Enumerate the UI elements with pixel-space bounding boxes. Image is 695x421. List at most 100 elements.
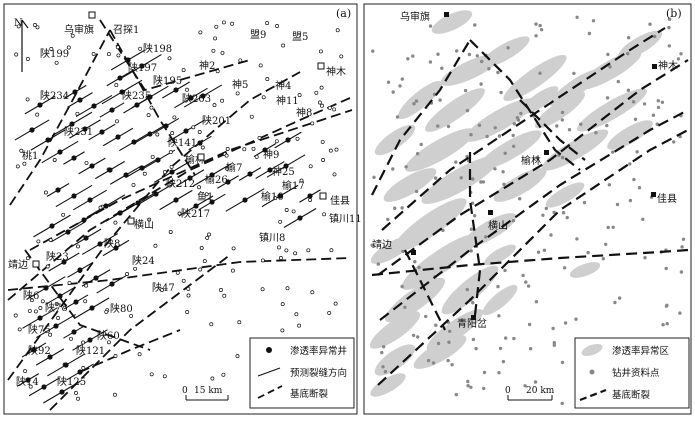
anomaly-zone — [578, 50, 642, 90]
well-label: 神2 — [199, 59, 215, 72]
drill-point — [372, 175, 376, 179]
fault-line-b — [519, 99, 586, 161]
ordinary-well — [75, 111, 80, 116]
drill-point — [441, 228, 445, 233]
drill-point — [664, 266, 668, 271]
ordinary-well — [69, 336, 73, 341]
anomaly-zone — [535, 91, 585, 129]
legend-anomaly-symbol — [581, 343, 603, 357]
anomaly-well — [89, 305, 95, 311]
legend-fault-symbol-b — [579, 388, 607, 402]
drill-point — [496, 70, 500, 75]
drill-point — [562, 266, 567, 270]
drill-point — [448, 329, 452, 333]
anomaly-well — [242, 197, 248, 203]
drill-point — [400, 284, 404, 289]
drill-point — [481, 180, 486, 184]
drill-point — [615, 202, 620, 207]
anomaly-zone — [431, 10, 473, 34]
drill-point — [482, 386, 486, 391]
drill-points — [370, 15, 686, 406]
drill-point — [534, 22, 538, 26]
drill-point — [414, 99, 419, 103]
ordinary-well — [284, 208, 289, 212]
drill-point — [544, 206, 548, 211]
ordinary-well — [317, 100, 322, 105]
anomaly-well — [87, 337, 93, 343]
ordinary-well — [257, 135, 262, 140]
drill-point — [626, 88, 631, 93]
north-arrow: N — [14, 18, 29, 72]
ordinary-well — [186, 286, 191, 291]
drill-point — [528, 347, 533, 351]
anomaly-well — [97, 241, 103, 247]
ordinary-well — [137, 352, 142, 357]
ordinary-well — [27, 308, 32, 313]
drill-point — [450, 363, 454, 367]
drill-point — [471, 301, 475, 305]
drill-point — [381, 365, 385, 369]
legend-a: 渗透率异常井 预测裂缝方向 基底断裂 — [249, 337, 355, 409]
drill-point — [406, 57, 410, 61]
anomaly-zone — [426, 309, 484, 351]
drill-point — [616, 79, 620, 84]
well-label: 陕8 — [104, 237, 120, 250]
drill-point — [477, 123, 482, 127]
drill-point — [428, 24, 433, 28]
ordinary-wells — [13, 20, 344, 401]
anomaly-well — [72, 89, 78, 95]
well-label: 陕197 — [128, 61, 157, 74]
city-marker — [652, 64, 657, 69]
ordinary-well — [221, 372, 226, 377]
drill-point — [501, 359, 506, 364]
ordinary-well — [205, 235, 210, 240]
fault-line-b — [404, 249, 446, 331]
legend-anomaly-label: 渗透率异常区 — [612, 345, 670, 357]
scale-a-zero: 0 — [182, 386, 188, 396]
ordinary-well — [200, 145, 205, 150]
anomaly-well — [73, 299, 79, 305]
drill-point — [370, 243, 374, 247]
drill-point — [635, 150, 639, 154]
ordinary-well — [66, 45, 71, 50]
ordinary-well — [191, 125, 196, 130]
anomaly-zones — [369, 10, 663, 397]
ordinary-well — [308, 164, 313, 169]
drill-point — [393, 206, 397, 210]
well-label: 陕217 — [181, 207, 210, 220]
drill-point — [681, 237, 686, 241]
well-label: 陕24 — [132, 254, 155, 267]
ordinary-well — [177, 211, 182, 216]
well-label: 陕60 — [97, 329, 120, 342]
well-label: 陕80 — [110, 302, 133, 315]
ordinary-well — [274, 139, 279, 144]
anomaly-well — [71, 329, 77, 335]
ordinary-well — [106, 340, 111, 345]
well-label: 陕212 — [166, 177, 195, 190]
ordinary-well — [280, 302, 285, 307]
drill-point — [436, 341, 441, 346]
well-label: 陕141 — [168, 136, 197, 149]
anomaly-zone — [465, 98, 535, 142]
ordinary-well — [170, 131, 175, 136]
drill-point — [512, 144, 516, 148]
ordinary-well — [238, 58, 243, 63]
drill-point — [433, 176, 438, 180]
ordinary-well — [131, 182, 136, 187]
drill-point — [574, 317, 578, 321]
anomaly-well — [123, 172, 129, 178]
anomaly-well — [183, 128, 189, 134]
drill-point — [628, 162, 632, 166]
ordinary-well — [278, 256, 283, 260]
drill-point — [555, 124, 559, 128]
scale-bar-b: 0 20 km — [505, 386, 555, 401]
anomaly-zone — [503, 54, 567, 102]
drill-point — [498, 346, 503, 351]
drill-point — [501, 170, 505, 174]
wushenqi-marker — [88, 11, 96, 19]
anomaly-well — [59, 389, 65, 395]
drill-point — [519, 111, 523, 116]
anomaly-well — [77, 97, 83, 103]
anomaly-well — [45, 137, 51, 143]
well-label: 盟5 — [292, 31, 308, 43]
